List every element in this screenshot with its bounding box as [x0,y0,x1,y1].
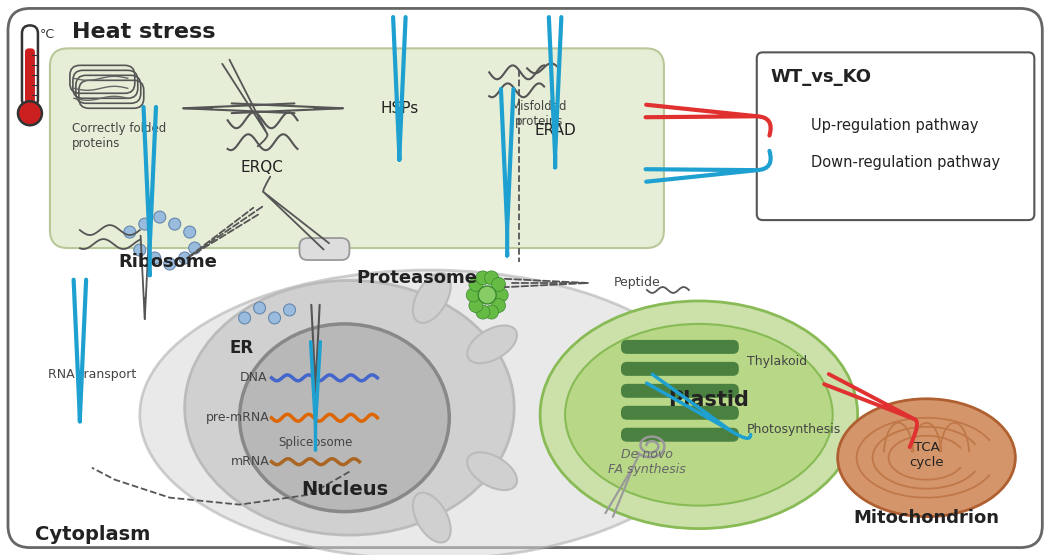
Text: Ribosome: Ribosome [118,253,217,271]
Circle shape [469,278,483,291]
FancyBboxPatch shape [300,238,349,260]
Text: ERQC: ERQC [240,160,283,175]
Circle shape [154,211,166,223]
Ellipse shape [467,452,517,490]
Ellipse shape [837,399,1015,517]
Text: Cytoplasm: Cytoplasm [35,525,150,544]
Ellipse shape [413,493,450,543]
Text: WT_vs_KO: WT_vs_KO [771,68,872,87]
Text: Correctly folded
proteins: Correctly folded proteins [72,122,166,150]
Circle shape [254,302,265,314]
Text: Spliceosome: Spliceosome [279,436,352,449]
FancyBboxPatch shape [621,428,739,442]
Text: Heat stress: Heat stress [72,22,216,42]
Circle shape [494,288,508,302]
Text: Thylakoid: Thylakoid [747,355,807,369]
Circle shape [18,101,42,125]
Ellipse shape [565,324,832,506]
FancyBboxPatch shape [8,8,1043,548]
FancyBboxPatch shape [621,362,739,376]
Ellipse shape [140,270,719,555]
FancyBboxPatch shape [756,52,1034,220]
Text: Misfolded
proteins: Misfolded proteins [511,100,567,128]
Text: Up-regulation pathway: Up-regulation pathway [811,118,978,133]
Circle shape [179,252,190,264]
Text: Down-regulation pathway: Down-regulation pathway [811,155,999,170]
Circle shape [164,258,176,270]
Circle shape [476,271,490,285]
Text: Nucleus: Nucleus [301,480,388,499]
Text: Plastid: Plastid [668,390,749,410]
FancyBboxPatch shape [621,384,739,398]
Circle shape [268,312,281,324]
Text: HSPs: HSPs [380,101,419,116]
Text: Mitochondrion: Mitochondrion [853,508,999,527]
Text: mRNA: mRNA [230,455,269,468]
Circle shape [485,305,499,319]
Text: DNA: DNA [240,371,267,385]
Circle shape [491,299,506,312]
Ellipse shape [540,301,857,528]
Text: Proteasome: Proteasome [357,269,478,287]
Circle shape [168,218,181,230]
Circle shape [485,271,499,285]
Ellipse shape [240,324,449,512]
FancyBboxPatch shape [621,340,739,354]
Text: De novo
FA synthesis: De novo FA synthesis [608,448,686,476]
Text: ERAD: ERAD [534,123,576,138]
Circle shape [491,278,506,291]
Circle shape [239,312,250,324]
Circle shape [184,226,196,238]
Circle shape [148,252,161,264]
Circle shape [466,288,480,302]
FancyBboxPatch shape [22,26,38,107]
Ellipse shape [467,325,517,364]
Circle shape [134,244,146,256]
Circle shape [139,218,150,230]
Text: pre-mRNA: pre-mRNA [206,411,269,424]
Circle shape [476,305,490,319]
FancyBboxPatch shape [49,48,664,248]
Ellipse shape [413,273,450,323]
FancyBboxPatch shape [621,406,739,420]
Text: TCA
cycle: TCA cycle [909,441,944,469]
Circle shape [479,286,497,304]
Text: ER: ER [229,339,254,357]
Circle shape [124,226,136,238]
Ellipse shape [185,280,514,535]
Text: RNA transport: RNA transport [48,369,136,381]
Circle shape [284,304,296,316]
Text: Peptide: Peptide [614,276,661,290]
Circle shape [469,299,483,312]
FancyBboxPatch shape [25,48,35,107]
Circle shape [188,242,201,254]
Text: °C: °C [40,28,55,42]
Text: Photosynthesis: Photosynthesis [747,423,841,436]
